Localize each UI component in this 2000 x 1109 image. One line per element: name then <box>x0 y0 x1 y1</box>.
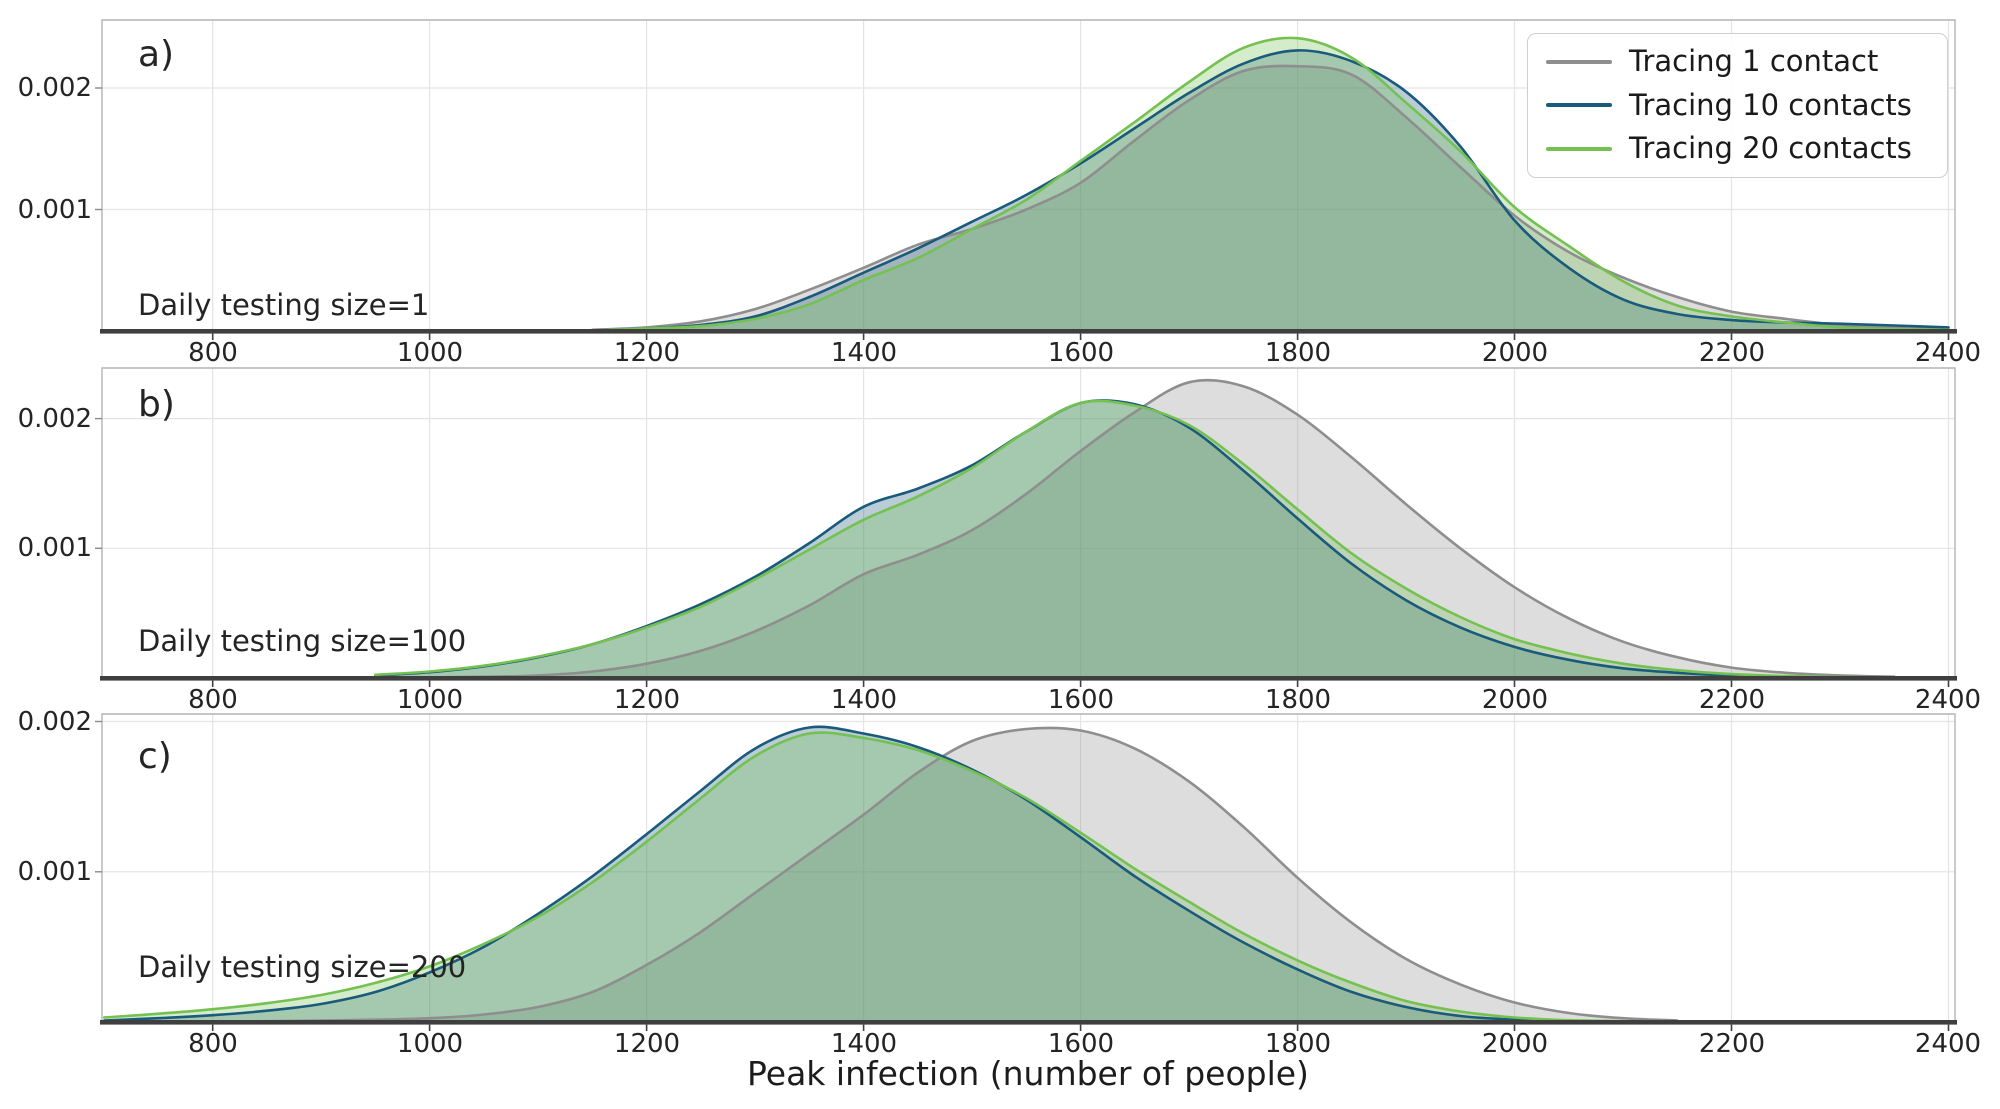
kde-line <box>102 726 1679 1022</box>
legend-line-swatch <box>1546 59 1612 64</box>
kde-line <box>374 378 1896 678</box>
kde-fill <box>104 732 1678 1022</box>
kde-line <box>591 36 1950 331</box>
legend-item-label: Tracing 10 contacts <box>1629 87 1912 122</box>
panel-spines <box>101 713 1956 1022</box>
legend-item: Tracing 1 contact <box>1528 43 1947 78</box>
kde-line <box>591 64 1950 331</box>
panel-c <box>95 713 1957 1031</box>
x-axis-baseline <box>100 1020 1957 1025</box>
kde-fill <box>375 400 1895 678</box>
legend-item-label: Tracing 1 contact <box>1629 43 1879 78</box>
x-axis-baseline <box>100 676 1957 681</box>
kde-line <box>102 725 1679 1022</box>
legend: Tracing 1 contact Tracing 10 contacts Trac… <box>1527 33 1948 178</box>
x-axis-baseline <box>100 329 1957 334</box>
kde-fill <box>104 726 1678 1022</box>
kde-fill <box>375 380 1895 678</box>
legend-item: Tracing 20 contacts <box>1528 131 1947 166</box>
panel-b <box>95 367 1957 687</box>
kde-fill <box>104 727 1678 1022</box>
legend-item: Tracing 10 contacts <box>1528 87 1947 122</box>
legend-line-swatch <box>1546 147 1612 152</box>
panel-spines <box>101 19 1956 331</box>
legend-item-label: Tracing 20 contacts <box>1629 131 1912 166</box>
x-axis-title: Peak infection (number of people) <box>747 1054 1309 1093</box>
legend-line-swatch <box>1546 103 1612 108</box>
kde-fill <box>375 400 1895 678</box>
panel-a <box>95 19 1957 340</box>
kde-fill <box>592 65 1949 331</box>
kde-line <box>374 399 1896 678</box>
kde-line <box>102 731 1679 1022</box>
kde-line <box>591 49 1950 331</box>
panel-spines <box>101 367 1956 678</box>
kde-fill <box>592 37 1949 331</box>
kde-fill <box>592 50 1949 331</box>
